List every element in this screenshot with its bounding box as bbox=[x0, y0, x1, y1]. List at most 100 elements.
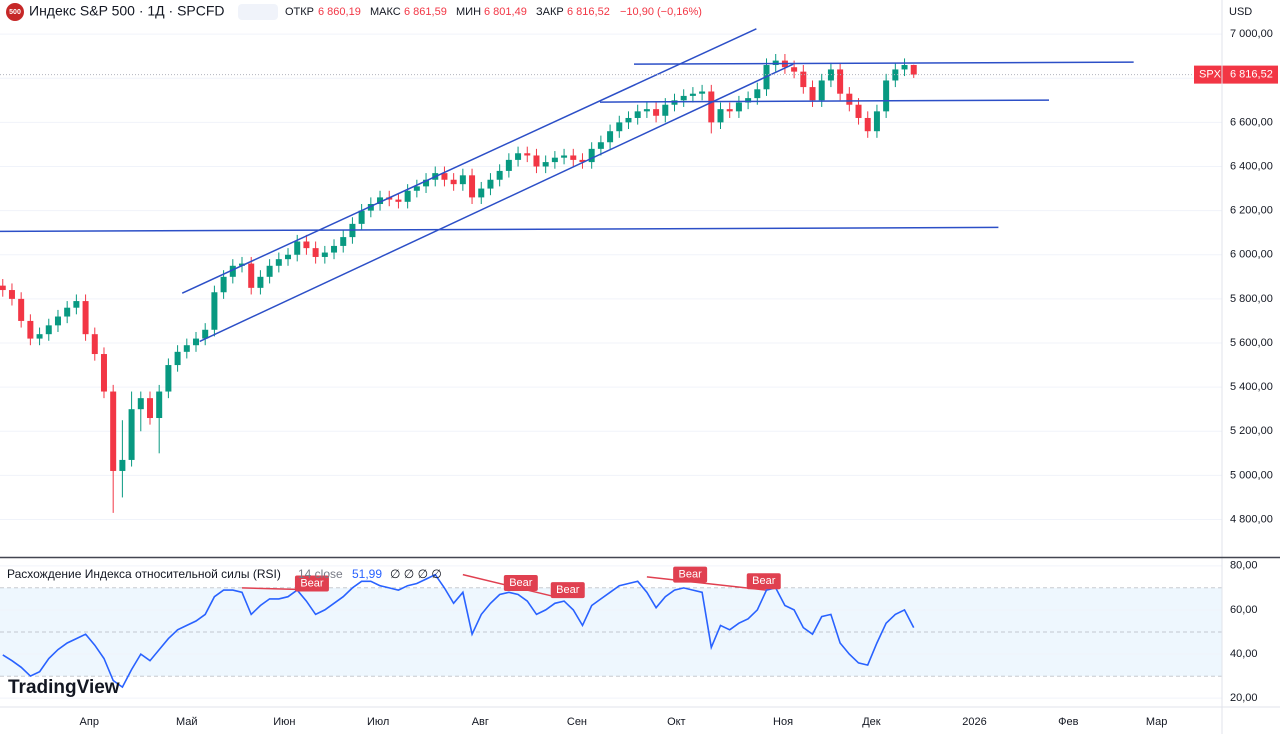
candle-body bbox=[634, 111, 641, 118]
y-tick-label: 6 600,00 bbox=[1230, 116, 1273, 128]
candle-body bbox=[864, 117, 871, 132]
y-tick-label: 5 800,00 bbox=[1230, 293, 1273, 305]
x-tick-label: Сен bbox=[567, 716, 587, 728]
candle-body bbox=[27, 320, 34, 339]
open-label: ОТКР bbox=[285, 6, 314, 18]
bear-label-bg bbox=[550, 582, 585, 599]
logo: TradingView bbox=[8, 677, 120, 698]
candle-body bbox=[45, 325, 52, 335]
x-tick-label: Окт bbox=[667, 716, 686, 728]
bear-label-bg bbox=[294, 575, 329, 592]
candle-body bbox=[229, 265, 236, 277]
candle-body bbox=[524, 153, 531, 156]
x-tick-label: Фев bbox=[1058, 716, 1078, 728]
candle-body bbox=[735, 102, 742, 112]
trendline bbox=[634, 61, 1134, 65]
candle-body bbox=[689, 93, 696, 96]
candle-body bbox=[395, 199, 402, 202]
candle-body bbox=[616, 122, 623, 132]
last-price-label: 6 816,52 bbox=[1230, 69, 1273, 81]
y-tick-label: 4 800,00 bbox=[1230, 513, 1273, 525]
y-tick-label: 20,00 bbox=[1230, 692, 1258, 704]
candle-body bbox=[312, 248, 319, 257]
candle-body bbox=[726, 109, 733, 112]
y-tick-label: 60,00 bbox=[1230, 604, 1258, 616]
candle-body bbox=[883, 80, 890, 112]
y-tick-label: 6 400,00 bbox=[1230, 160, 1273, 172]
candle-body bbox=[275, 259, 282, 266]
candle-body bbox=[0, 285, 6, 291]
open-value: 6 860,19 bbox=[318, 6, 361, 18]
candle-body bbox=[643, 109, 650, 112]
rsi-title: Расхождение Индекса относительной силы (… bbox=[7, 567, 281, 581]
candle-body bbox=[846, 93, 853, 105]
candle-body bbox=[18, 298, 25, 321]
last-price-tag bbox=[1194, 65, 1278, 84]
candle-body bbox=[377, 197, 384, 205]
divergence-line bbox=[646, 576, 767, 591]
candle-body bbox=[901, 65, 908, 70]
candle-body bbox=[423, 179, 430, 187]
candle-body bbox=[570, 155, 577, 160]
candle-body bbox=[625, 117, 632, 123]
candle-body bbox=[174, 351, 181, 366]
candle-body bbox=[413, 186, 420, 191]
candle-body bbox=[303, 241, 310, 249]
candle-body bbox=[800, 71, 807, 88]
candle-body bbox=[662, 104, 669, 116]
candle-body bbox=[146, 398, 153, 419]
symbol-title[interactable]: Индекс S&P 500 · 1Д · SPCFD bbox=[29, 3, 225, 19]
last-price-symbol: SPX bbox=[1199, 69, 1222, 81]
candle-body bbox=[699, 91, 706, 94]
y-tick-label: 5 400,00 bbox=[1230, 381, 1273, 393]
currency[interactable]: USD bbox=[1229, 6, 1252, 18]
bear-label: Bear bbox=[679, 569, 703, 581]
candle-body bbox=[680, 95, 687, 101]
candle-body bbox=[772, 60, 779, 66]
candle-body bbox=[156, 391, 163, 419]
candle-body bbox=[202, 329, 209, 339]
bear-label: Bear bbox=[300, 577, 324, 589]
rsi-value: 51,99 bbox=[352, 567, 382, 581]
bear-label-bg bbox=[503, 575, 538, 592]
candle-body bbox=[36, 334, 43, 339]
candle-body bbox=[266, 265, 273, 277]
candle-body bbox=[257, 276, 264, 288]
close-value: 6 816,52 bbox=[567, 6, 610, 18]
candle-body bbox=[82, 301, 89, 335]
candle-body bbox=[54, 316, 61, 326]
y-tick-label: 6 000,00 bbox=[1230, 249, 1273, 261]
candle-body bbox=[321, 252, 328, 257]
bear-label: Bear bbox=[556, 584, 580, 596]
candle-body bbox=[128, 409, 135, 460]
candle-body bbox=[119, 459, 126, 471]
candle-body bbox=[496, 170, 503, 180]
y-tick-label: 5 600,00 bbox=[1230, 337, 1273, 349]
low-label: МИН bbox=[456, 6, 481, 18]
candle-body bbox=[717, 109, 724, 123]
candle-body bbox=[211, 292, 218, 330]
rsi-line bbox=[2, 573, 915, 689]
y-tick-label: 6 200,00 bbox=[1230, 205, 1273, 217]
candle-body bbox=[8, 290, 15, 299]
y-tick-label: 7 000,00 bbox=[1230, 28, 1273, 40]
x-tick-label: Ноя bbox=[773, 716, 793, 728]
candle-body bbox=[294, 241, 301, 255]
symbol-badge-text: 500 bbox=[9, 9, 21, 16]
x-tick-label: Июн bbox=[273, 716, 295, 728]
candle-body bbox=[551, 157, 558, 163]
toggle[interactable] bbox=[238, 4, 278, 20]
candle-body bbox=[754, 89, 761, 99]
candle-body bbox=[579, 159, 586, 163]
x-tick-label: Май bbox=[176, 716, 198, 728]
header-bg bbox=[0, 0, 720, 24]
candle-body bbox=[505, 159, 512, 171]
candle-body bbox=[533, 155, 540, 167]
x-tick-label: Мар bbox=[1146, 716, 1168, 728]
candle-body bbox=[110, 391, 117, 471]
trendline bbox=[181, 28, 757, 294]
candle-body bbox=[542, 162, 549, 167]
rsi-params: 14 close bbox=[298, 567, 343, 581]
candle-body bbox=[469, 175, 476, 198]
